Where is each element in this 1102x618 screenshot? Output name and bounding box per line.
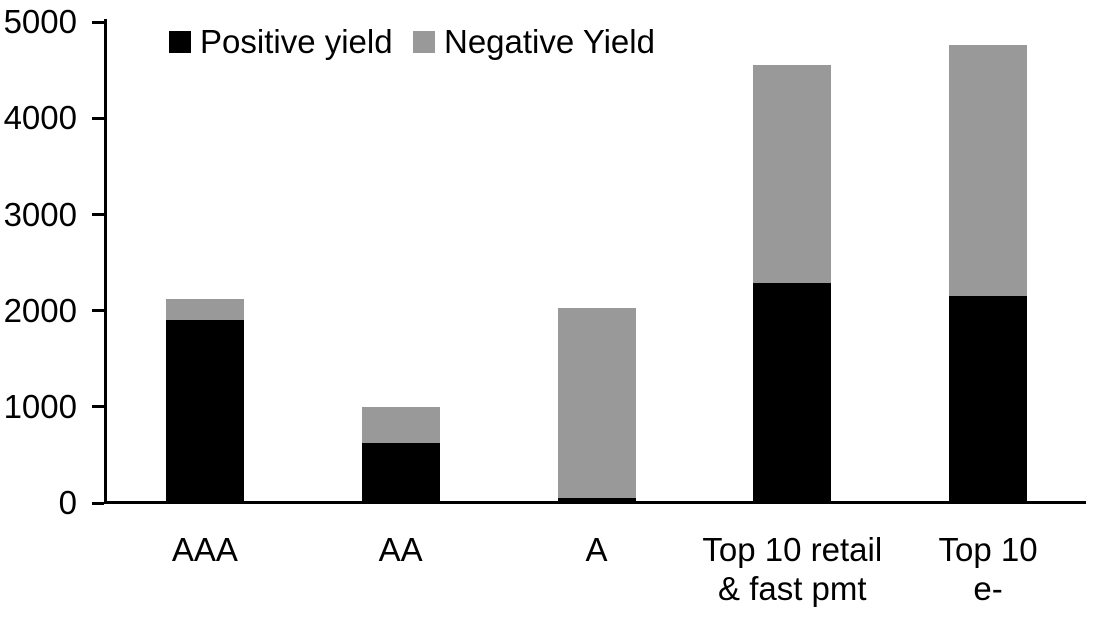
y-tick-mark-2000	[92, 309, 104, 313]
legend-swatch-positive-icon	[169, 31, 191, 53]
bar-segment-positive-yield-4	[753, 282, 832, 503]
bar-segment-positive-yield-1	[165, 320, 244, 503]
y-tick-label-1000: 1000	[3, 387, 77, 425]
bar-segment-positive-yield-5	[949, 296, 1028, 503]
bar-segment-positive-yield-3	[557, 498, 636, 503]
legend-label-negative-yield: Negative Yield	[444, 23, 655, 60]
legend: Positive yield Negative Yield	[0, 23, 1102, 60]
x-category-label-4: Top 10 retail & fast pmt	[702, 531, 883, 607]
y-tick-mark-3000	[92, 213, 104, 217]
x-category-label-1: AAA	[171, 531, 238, 568]
bar-segment-negative-yield-1	[165, 299, 244, 321]
y-tick-mark-1000	[92, 405, 104, 409]
y-tick-mark-4000	[92, 116, 104, 120]
bar-segment-negative-yield-4	[753, 64, 832, 283]
y-tick-label-3000: 3000	[3, 195, 77, 233]
bar-segment-negative-yield-5	[949, 45, 1028, 297]
y-tick-mark-0	[92, 501, 104, 505]
x-category-label-2: AA	[378, 531, 423, 568]
legend-item-negative-yield: Negative Yield	[413, 23, 655, 60]
bar-segment-negative-yield-3	[557, 307, 636, 499]
x-category-label-3: A	[585, 531, 608, 568]
y-tick-mark-5000	[92, 20, 104, 24]
y-tick-label-2000: 2000	[3, 291, 77, 329]
bar-segment-positive-yield-2	[361, 443, 440, 503]
legend-item-positive-yield: Positive yield	[169, 23, 393, 60]
x-category-label-5: Top 10 e-commerce	[911, 531, 1065, 618]
bar-segment-negative-yield-2	[361, 406, 440, 444]
legend-swatch-negative-icon	[413, 31, 435, 53]
y-axis-line	[104, 19, 107, 504]
y-tick-label-5000: 5000	[3, 3, 77, 41]
y-tick-label-0: 0	[58, 484, 77, 521]
legend-label-positive-yield: Positive yield	[200, 23, 393, 60]
y-tick-label-4000: 4000	[3, 99, 77, 137]
